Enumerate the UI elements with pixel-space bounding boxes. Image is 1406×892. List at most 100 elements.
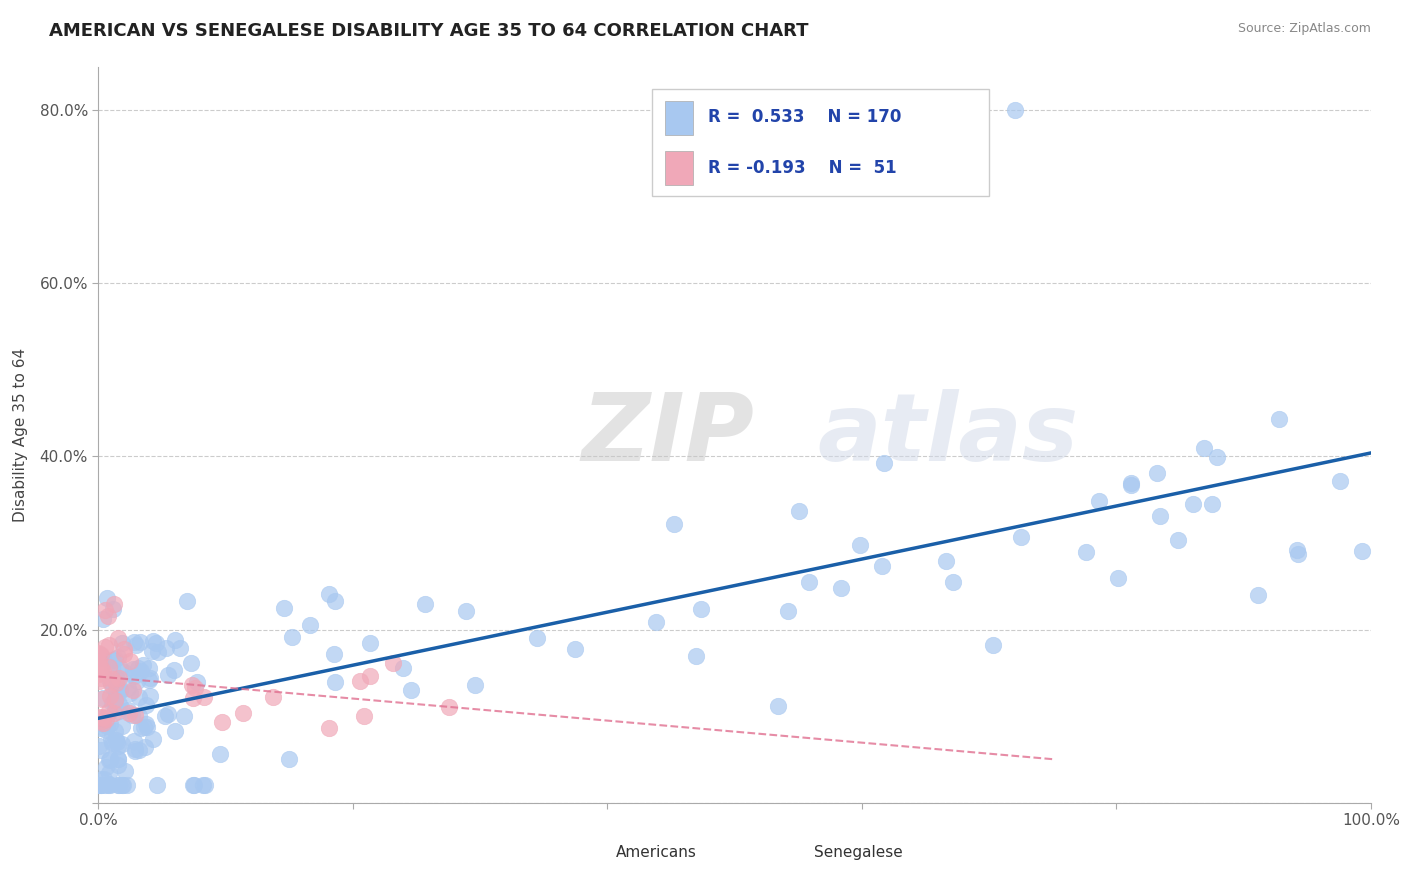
Point (117, 703, 139, 717)
Point (111, 737, 134, 751)
Point (138, 690, 160, 704)
Point (87, 662, 110, 676)
Point (100, 677, 122, 691)
Point (153, 709, 176, 723)
Point (685, 648, 707, 663)
Point (399, 682, 422, 697)
Text: R =  0.533    N = 170: R = 0.533 N = 170 (707, 108, 901, 126)
Point (1167, 533, 1189, 547)
Point (87, 667, 110, 681)
Point (135, 717, 157, 731)
Point (181, 779, 204, 793)
Point (437, 700, 460, 714)
Point (645, 615, 668, 630)
Point (112, 642, 135, 657)
Point (778, 604, 800, 618)
Point (184, 681, 207, 695)
Point (111, 636, 134, 650)
Point (103, 597, 125, 611)
Point (94, 602, 117, 616)
Point (128, 709, 150, 723)
Point (1192, 441, 1215, 455)
Text: AMERICAN VS SENEGALESE DISABILITY AGE 35 TO 64 CORRELATION CHART: AMERICAN VS SENEGALESE DISABILITY AGE 35… (49, 22, 808, 40)
Point (1121, 478, 1143, 492)
Point (90, 772, 112, 786)
Point (98, 638, 121, 652)
Text: Source: ZipAtlas.com: Source: ZipAtlas.com (1237, 22, 1371, 36)
Bar (779, 839, 804, 865)
Point (115, 779, 138, 793)
Point (323, 594, 346, 608)
Point (107, 758, 129, 772)
FancyBboxPatch shape (652, 89, 990, 195)
Point (870, 558, 893, 573)
Point (830, 581, 852, 595)
Point (128, 635, 150, 649)
Point (211, 714, 233, 729)
Point (232, 706, 254, 721)
Point (87, 739, 110, 753)
Point (1074, 545, 1097, 559)
Point (111, 779, 134, 793)
Point (132, 720, 155, 734)
Point (91, 710, 114, 724)
Point (318, 587, 340, 601)
Point (186, 675, 208, 690)
Point (145, 635, 167, 649)
Point (142, 731, 165, 746)
Point (87, 674, 110, 689)
Point (120, 686, 142, 700)
Point (91, 651, 114, 665)
Point (163, 633, 186, 648)
Point (89, 722, 111, 736)
Point (103, 736, 125, 750)
Point (135, 698, 157, 712)
Point (101, 736, 124, 750)
Point (273, 601, 295, 615)
Point (97, 753, 120, 767)
Point (107, 751, 129, 765)
Point (1201, 497, 1223, 511)
Point (262, 690, 284, 704)
Point (121, 682, 143, 697)
Point (134, 739, 156, 754)
Point (1010, 530, 1032, 544)
Point (110, 684, 132, 698)
Bar (582, 839, 607, 865)
Point (163, 663, 186, 677)
Point (94, 712, 117, 726)
Point (101, 672, 124, 686)
Point (1107, 571, 1129, 585)
Point (359, 636, 381, 650)
Point (942, 574, 965, 589)
Point (799, 574, 821, 589)
Point (107, 697, 129, 711)
Point (125, 638, 148, 652)
Point (454, 604, 477, 618)
Point (90, 779, 112, 793)
Point (181, 691, 204, 706)
Point (981, 639, 1004, 653)
Point (94, 723, 117, 738)
Point (128, 690, 150, 704)
Point (87, 666, 110, 681)
Point (112, 665, 135, 680)
Point (1286, 547, 1309, 561)
Point (121, 707, 143, 722)
Point (103, 601, 125, 615)
Bar (665, 151, 693, 185)
Point (100, 731, 122, 746)
Point (278, 752, 301, 766)
Point (1149, 508, 1171, 523)
Point (176, 594, 198, 608)
Point (94, 779, 117, 793)
Point (138, 661, 160, 675)
Point (183, 779, 205, 793)
Point (131, 722, 153, 736)
Point (139, 672, 162, 686)
Point (112, 647, 135, 661)
Point (108, 704, 131, 718)
Point (169, 641, 191, 656)
Point (107, 739, 129, 753)
Point (180, 678, 202, 692)
